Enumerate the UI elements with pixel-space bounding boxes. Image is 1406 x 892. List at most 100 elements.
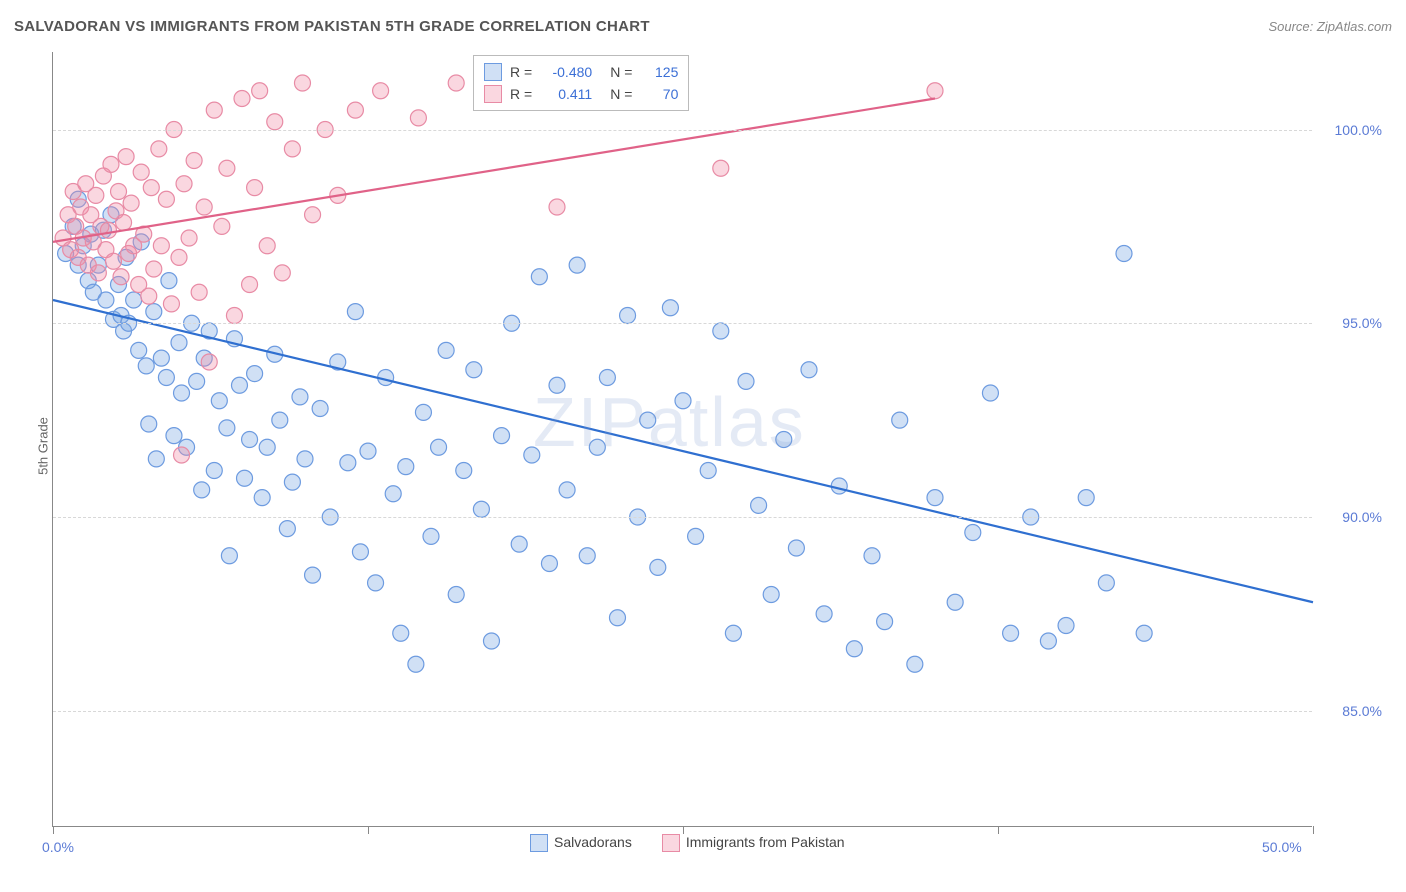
data-point [763, 587, 779, 603]
data-point [151, 141, 167, 157]
data-point [171, 249, 187, 265]
data-point [466, 362, 482, 378]
data-point [100, 222, 116, 238]
y-tick-label: 100.0% [1335, 122, 1382, 138]
data-point [153, 238, 169, 254]
data-point [569, 257, 585, 273]
data-point [206, 102, 222, 118]
data-point [131, 342, 147, 358]
data-point [158, 191, 174, 207]
data-point [456, 463, 472, 479]
data-point [305, 207, 321, 223]
data-point [111, 184, 127, 200]
data-point [609, 610, 625, 626]
x-tick-label: 0.0% [42, 839, 74, 855]
plot-area: ZIPatlas R =-0.480N =125R =0.411N =70 85… [52, 52, 1312, 827]
data-point [640, 412, 656, 428]
data-point [103, 156, 119, 172]
r-label: R = [510, 83, 532, 105]
data-point [234, 91, 250, 107]
data-point [153, 350, 169, 366]
data-point [191, 284, 207, 300]
data-point [272, 412, 288, 428]
data-point [231, 377, 247, 393]
data-point [340, 455, 356, 471]
legend-swatch-icon [484, 63, 502, 81]
data-point [312, 401, 328, 417]
x-tick [368, 826, 369, 834]
data-point [751, 497, 767, 513]
data-point [211, 393, 227, 409]
y-tick-label: 85.0% [1342, 703, 1382, 719]
data-point [511, 536, 527, 552]
data-point [219, 420, 235, 436]
data-point [292, 389, 308, 405]
data-point [662, 300, 678, 316]
data-point [116, 215, 132, 231]
chart-title: SALVADORAN VS IMMIGRANTS FROM PAKISTAN 5… [14, 18, 650, 35]
data-point [927, 83, 943, 99]
data-point [237, 470, 253, 486]
x-tick [998, 826, 999, 834]
stats-legend-row: R =0.411N =70 [484, 83, 678, 105]
data-point [88, 187, 104, 203]
data-point [1136, 625, 1152, 641]
data-point [1003, 625, 1019, 641]
data-point [373, 83, 389, 99]
trend-line [53, 99, 935, 242]
data-point [242, 277, 258, 293]
data-point [1040, 633, 1056, 649]
legend-item: Salvadorans [530, 834, 632, 852]
data-point [448, 75, 464, 91]
y-axis-label: 5th Grade [35, 417, 50, 475]
data-point [431, 439, 447, 455]
data-point [259, 439, 275, 455]
x-tick [683, 826, 684, 834]
n-value: 125 [640, 61, 678, 83]
data-point [907, 656, 923, 672]
legend-swatch-icon [484, 85, 502, 103]
data-point [226, 308, 242, 324]
data-point [221, 548, 237, 564]
data-point [158, 370, 174, 386]
data-point [186, 153, 202, 169]
data-point [438, 342, 454, 358]
data-point [599, 370, 615, 386]
data-point [141, 288, 157, 304]
data-point [788, 540, 804, 556]
data-point [171, 335, 187, 351]
data-point [105, 253, 121, 269]
data-point [877, 614, 893, 630]
gridline [53, 517, 1312, 518]
data-point [181, 230, 197, 246]
data-point [252, 83, 268, 99]
data-point [864, 548, 880, 564]
data-point [141, 416, 157, 432]
data-point [415, 404, 431, 420]
data-point [1116, 246, 1132, 262]
n-label: N = [610, 61, 632, 83]
data-point [675, 393, 691, 409]
legend-swatch-icon [530, 834, 548, 852]
data-point [123, 195, 139, 211]
y-tick-label: 90.0% [1342, 509, 1382, 525]
data-point [166, 428, 182, 444]
gridline [53, 130, 1312, 131]
r-value: 0.411 [540, 83, 592, 105]
data-point [126, 292, 142, 308]
data-point [846, 641, 862, 657]
data-point [982, 385, 998, 401]
data-point [146, 304, 162, 320]
data-point [347, 102, 363, 118]
data-point [161, 273, 177, 289]
data-point [1058, 618, 1074, 634]
data-point [201, 354, 217, 370]
data-point [579, 548, 595, 564]
data-point [892, 412, 908, 428]
data-point [541, 556, 557, 572]
data-point [531, 269, 547, 285]
data-point [148, 451, 164, 467]
data-point [297, 451, 313, 467]
data-point [559, 482, 575, 498]
data-point [267, 114, 283, 130]
